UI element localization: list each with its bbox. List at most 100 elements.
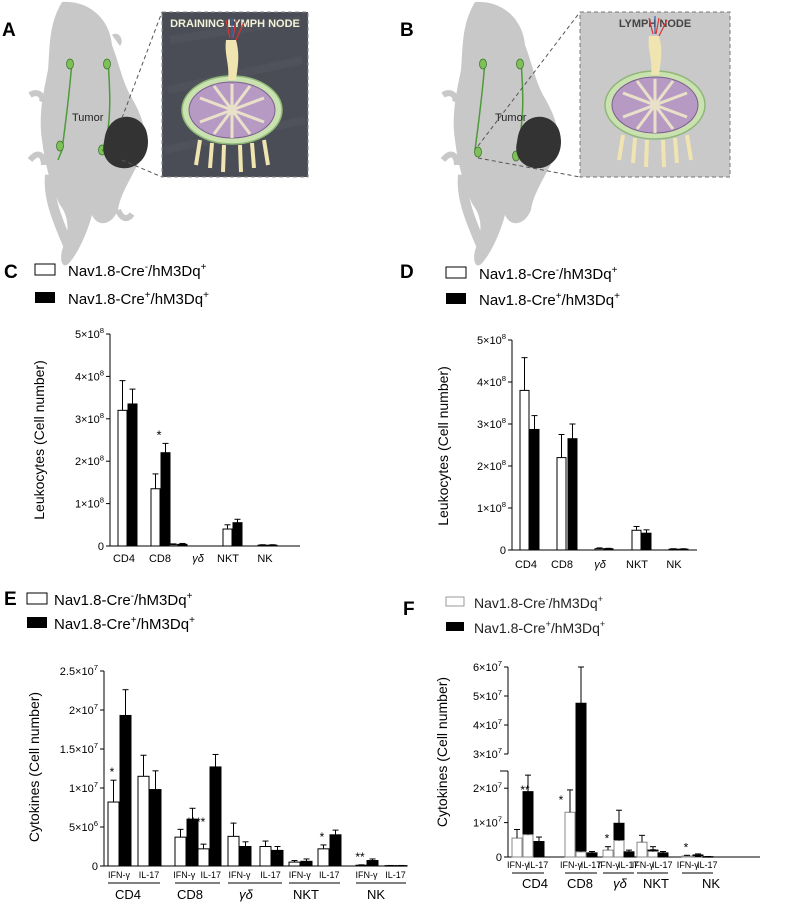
- bar: [641, 532, 652, 551]
- legend-swatch-neg: [445, 596, 465, 607]
- y-tick-label: 1×107: [473, 815, 502, 830]
- significance-marker: *: [684, 840, 689, 854]
- panel-label-f: F: [403, 599, 415, 620]
- panel-label-b: B: [400, 20, 414, 41]
- bar: [127, 403, 138, 547]
- bar: [107, 801, 120, 867]
- y-axis-label: Leukocytes (Cell number): [31, 360, 47, 520]
- bar: [329, 834, 342, 867]
- y-tick-label: 0: [496, 852, 502, 864]
- legend-label-pos: Nav1.8-Cre+/hM3Dq+: [479, 291, 620, 309]
- x-subcategory-label: IL-17: [528, 860, 549, 870]
- bar: [137, 775, 150, 867]
- legend-label-pos: Nav1.8-Cre+/hM3Dq+: [68, 290, 209, 308]
- x-subcategory-label: IFN-γ: [173, 870, 195, 880]
- bar: [150, 488, 161, 547]
- y-tick-label: 5×106: [69, 819, 98, 834]
- x-subcategory-label: IL-17: [260, 870, 281, 880]
- bar: [519, 389, 530, 551]
- x-tick-label: CD4: [515, 559, 537, 571]
- significance-marker: *: [559, 793, 564, 807]
- bar: [300, 860, 313, 867]
- x-subcategory-label: IL-17: [319, 870, 340, 880]
- x-group-label: NK: [702, 876, 720, 891]
- x-tick-label: NKT: [626, 559, 648, 571]
- bar: [575, 851, 587, 858]
- bar: [631, 529, 642, 551]
- x-group-label: CD8: [567, 876, 593, 891]
- bar: [209, 766, 222, 867]
- x-subcategory-label: IL-17: [697, 860, 718, 870]
- x-subcategory-label: IL-17: [139, 870, 160, 880]
- legend-label-neg: Nav1.8-Cre-/hM3Dq+: [54, 591, 193, 609]
- bar: [564, 811, 576, 858]
- legend-label-neg: Nav1.8-Cre-/hM3Dq+: [474, 594, 603, 611]
- panel-label-c: C: [4, 262, 18, 283]
- y-axis-label: Cytokines (Cell number): [434, 677, 450, 827]
- bar: [575, 702, 587, 858]
- bar: [174, 836, 187, 867]
- lymph-node-inset-a: DRAINING LYMPH NODE: [161, 11, 309, 178]
- x-subcategory-label: IFN-γ: [229, 870, 251, 880]
- mouse-illustration-a: Tumor: [27, 1, 163, 266]
- y-tick-label: 0: [92, 861, 98, 873]
- bar: [149, 789, 162, 867]
- bar: [556, 457, 567, 551]
- legend-swatch-neg: [26, 592, 48, 605]
- legend-label-neg: Nav1.8-Cre-/hM3Dq+: [68, 262, 207, 280]
- x-tick-label: CD8: [551, 559, 573, 571]
- panel-label-a: A: [2, 20, 16, 41]
- x-subcategory-label: IFN-γ: [677, 860, 699, 870]
- y-tick-label: 2.5×107: [60, 663, 98, 678]
- x-group-label: CD4: [522, 876, 548, 891]
- legend-c: Nav1.8-Cre-/hM3Dq+ Nav1.8-Cre+/hM3Dq+: [34, 262, 209, 308]
- x-tick-label: γδ: [594, 559, 607, 571]
- bar: [222, 528, 233, 547]
- bar: [366, 860, 379, 867]
- y-tick-label: 4×108: [75, 368, 104, 383]
- y-tick-label: 3×108: [75, 411, 104, 426]
- bar: [239, 846, 252, 867]
- x-subcategory-label: IFN-γ: [108, 870, 130, 880]
- y-tick-label: 5×108: [75, 326, 104, 341]
- x-group-label: NK: [367, 887, 385, 902]
- bar: [602, 849, 614, 858]
- x-tick-label: NKT: [217, 553, 239, 565]
- y-tick-label: 2×108: [75, 453, 104, 468]
- y-tick-label: 3×107: [473, 746, 502, 761]
- bar: [657, 852, 669, 858]
- x-group-label: CD4: [115, 887, 141, 902]
- significance-marker: *: [110, 765, 115, 779]
- bar: [636, 841, 648, 858]
- x-subcategory-label: IL-17: [652, 860, 673, 870]
- x-subcategory-label: IFN-γ: [632, 860, 654, 870]
- bar: [533, 841, 545, 858]
- y-tick-label: 2×107: [473, 780, 502, 795]
- x-subcategory-label: IFN-γ: [356, 870, 378, 880]
- y-tick-label: 0: [98, 541, 104, 553]
- lymph-node-inset-b: LYMPH NODE: [579, 11, 731, 178]
- legend-f: Nav1.8-Cre-/hM3Dq+ Nav1.8-Cre+/hM3Dq+: [445, 594, 605, 636]
- y-tick-label: 6×107: [473, 659, 502, 674]
- legend-d: Nav1.8-Cre-/hM3Dq+ Nav1.8-Cre+/hM3Dq+: [445, 265, 620, 309]
- x-group-label: CD8: [177, 887, 203, 902]
- bar: [355, 864, 368, 867]
- bar: [647, 850, 659, 858]
- bar: [613, 839, 625, 858]
- chart-leukocytes-draining: 0 1×108 2×108 3×108 4×108 5×108 Leukocytes (Ce…: [31, 326, 300, 565]
- x-tick-label: CD4: [113, 553, 135, 565]
- y-tick-label: 5×107: [473, 688, 502, 703]
- x-subcategory-label: IFN-γ: [598, 860, 620, 870]
- x-subcategory-label: IFN-γ: [289, 870, 311, 880]
- bar: [227, 835, 240, 867]
- significance-marker: **: [355, 850, 365, 864]
- tumor-label-b: Tumor: [495, 112, 527, 124]
- chart-cytokines-draining: 0 5×106 1×107 1.5×107 2×107 2.5×107 Cytokines …: [26, 663, 408, 902]
- y-tick-label: 5×108: [477, 332, 506, 347]
- panel-label-d: D: [400, 262, 414, 283]
- y-axis-label: Cytokines (Cell number): [26, 692, 42, 842]
- panel-label-e: E: [4, 589, 17, 610]
- significance-marker: **: [520, 783, 530, 797]
- x-tick-label: CD8: [149, 553, 171, 565]
